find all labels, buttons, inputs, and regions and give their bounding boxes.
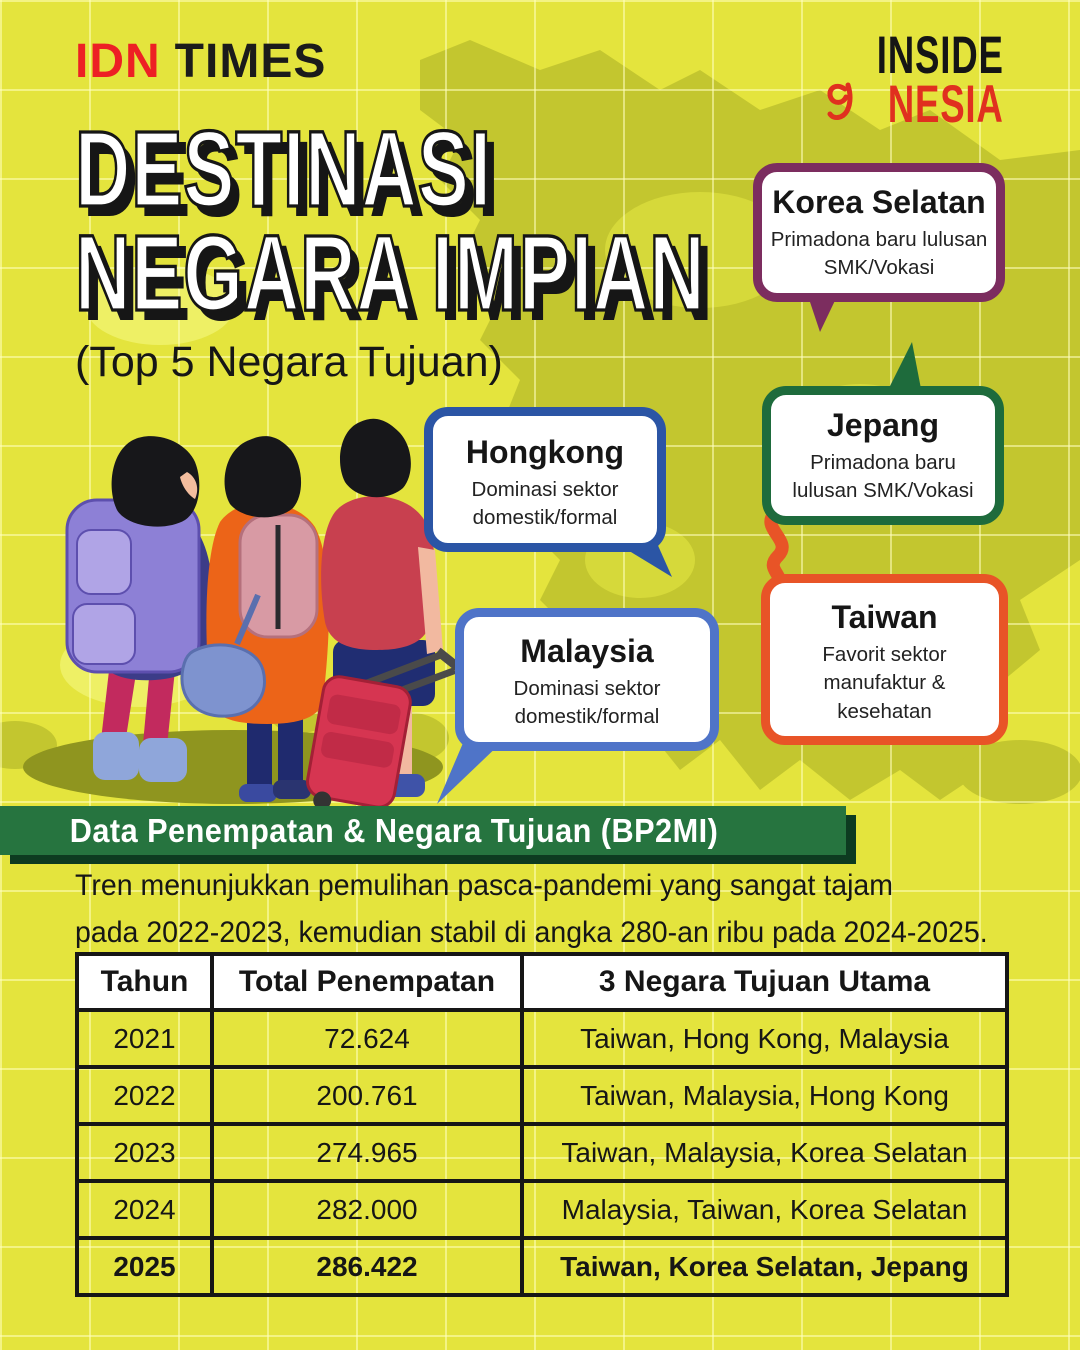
callout-title: Malaysia	[520, 633, 654, 669]
countries-cell: Taiwan, Korea Selatan, Jepang	[520, 1236, 1009, 1297]
year-cell: 2025	[75, 1236, 214, 1297]
section-banner: Data Penempatan & Negara Tujuan (BP2MI)	[0, 806, 846, 855]
callout-desc: Primadona baru lulusan SMK/Vokasi	[792, 451, 974, 503]
insidenesia-logo: INSIDE NESIA	[825, 28, 1004, 130]
idn-times-logo: IDN TIMES	[75, 34, 326, 89]
total-cell: 200.761	[210, 1065, 524, 1126]
countries-cell: Taiwan, Hong Kong, Malaysia	[520, 1008, 1009, 1069]
header-negara: 3 Negara Tujuan Utama	[520, 952, 1009, 1012]
callout-desc: Dominasi sektor domestik/formal	[513, 677, 661, 729]
year-cell: 2024	[75, 1179, 214, 1240]
table-body: 2021 72.624 Taiwan, Hong Kong, Malaysia 202…	[75, 1008, 1009, 1297]
year-cell: 2022	[75, 1065, 214, 1126]
table-row: 2024 282.000 Malaysia, Taiwan, Korea Selat…	[75, 1179, 1009, 1240]
callout-malaysia: Malaysia Dominasi sektor domestik/formal	[455, 608, 719, 751]
total-cell: 286.422	[210, 1236, 524, 1297]
title-line-2: NEGARA IMPIAN	[74, 213, 706, 334]
page-title: DESTINASI NEGARA IMPIAN	[74, 109, 863, 333]
page-subtitle: (Top 5 Negara Tujuan)	[75, 338, 503, 386]
countries-cell: Taiwan, Malaysia, Korea Selatan	[520, 1122, 1009, 1183]
total-cell: 274.965	[210, 1122, 524, 1183]
header-tahun: Tahun	[75, 952, 214, 1012]
total-cell: 282.000	[210, 1179, 524, 1240]
table-row: 2023 274.965 Taiwan, Malaysia, Korea Selat…	[75, 1122, 1009, 1183]
table-row: 2022 200.761 Taiwan, Malaysia, Hong Kong	[75, 1065, 1009, 1126]
total-cell: 72.624	[210, 1008, 524, 1069]
idn-logo-text: IDN	[75, 35, 161, 88]
callout-hongkong: Hongkong Dominasi sektor domestik/formal	[424, 407, 666, 552]
placement-data-table: Tahun Total Penempatan 3 Negara Tujuan U…	[75, 952, 1009, 1297]
callout-title: Hongkong	[465, 434, 625, 470]
countries-cell: Malaysia, Taiwan, Korea Selatan	[520, 1179, 1009, 1240]
section-banner-title: Data Penempatan & Negara Tujuan (BP2MI)	[69, 811, 719, 849]
times-logo-text: TIMES	[174, 35, 327, 88]
trend-paragraph: Tren menunjukkan pemulihan pasca-pandemi…	[75, 862, 1036, 956]
callout-title: Jepang	[826, 407, 940, 443]
callout-jepang: Jepang Primadona baru lulusan SMK/Vokasi	[762, 386, 1004, 525]
year-cell: 2023	[75, 1122, 214, 1183]
table-header-row: Tahun Total Penempatan 3 Negara Tujuan U…	[75, 952, 1009, 1012]
table-row: 2025 286.422 Taiwan, Korea Selatan, Jepang	[75, 1236, 1009, 1297]
paragraph-line-2: pada 2022-2023, kemudian stabil di angka…	[75, 916, 988, 949]
nesia-text: NESIA	[888, 73, 1004, 133]
title-line-1: DESTINASI	[74, 109, 492, 230]
countries-cell: Taiwan, Malaysia, Hong Kong	[520, 1065, 1009, 1126]
callout-taiwan: Taiwan Favorit sektor manufaktur & keseh…	[761, 574, 1008, 745]
year-cell: 2021	[75, 1008, 214, 1069]
table-row: 2021 72.624 Taiwan, Hong Kong, Malaysia	[75, 1008, 1009, 1069]
callout-desc: Dominasi sektor domestik/formal	[471, 478, 619, 530]
callout-desc: Favorit sektor manufaktur & kesehatan	[822, 643, 947, 723]
callout-title: Taiwan	[831, 599, 938, 635]
paragraph-line-1: Tren menunjukkan pemulihan pasca-pandemi…	[75, 869, 894, 902]
header-total: Total Penempatan	[210, 952, 524, 1012]
